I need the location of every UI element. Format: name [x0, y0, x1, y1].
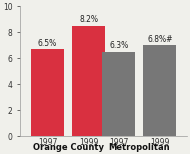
Text: 8.2%: 8.2% [79, 15, 98, 24]
Bar [72, 26, 105, 136]
Text: Metropolitan: Metropolitan [108, 143, 170, 152]
Text: 6.8%#: 6.8%# [147, 35, 173, 44]
Bar [31, 49, 64, 136]
Bar [102, 52, 135, 136]
Text: 6.3%: 6.3% [109, 41, 128, 50]
Text: Orange County: Orange County [32, 143, 104, 152]
Bar [143, 45, 176, 136]
Text: 6.5%: 6.5% [38, 39, 57, 48]
